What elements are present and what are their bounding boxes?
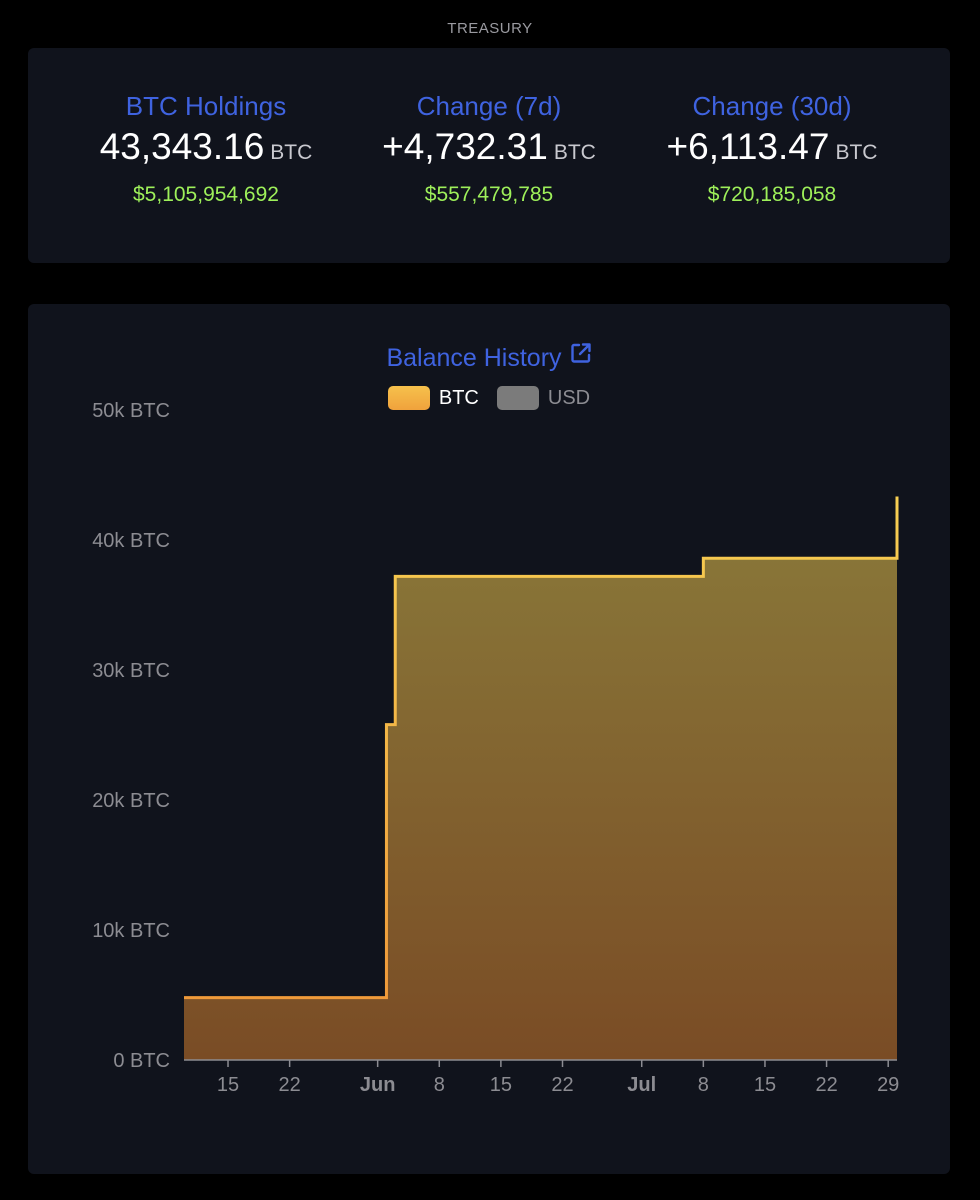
x-tick-label: 15 [490,1074,512,1096]
chart-legend: BTC USD [28,384,950,412]
legend-label-btc: BTC [438,387,479,409]
stat-value: +6,113.47 [666,126,830,167]
stat-usd-value: $557,479,785 [424,183,554,206]
y-tick-label: 0 BTC [113,1050,170,1072]
btc-area-fill [184,496,897,1060]
x-tick-label: 15 [217,1074,239,1096]
stat-label: BTC Holdings [125,91,287,121]
y-tick-label: 10k BTC [92,920,170,942]
y-tick-label: 30k BTC [92,660,170,682]
x-tick-label: 15 [754,1074,776,1096]
x-tick-label: 8 [698,1074,709,1096]
x-tick-label: Jun [360,1074,396,1096]
y-tick-label: 20k BTC [92,790,170,812]
chart-title-link[interactable]: Balance History [28,342,950,374]
x-tick-label: Jul [627,1074,656,1096]
stat-usd-value: $5,105,954,692 [133,183,279,206]
x-tick-label: 22 [551,1074,573,1096]
stats-card: BTC Holdings 43,343.16 BTC $5,105,954,692… [28,48,950,263]
legend-swatch-usd [496,386,539,410]
stat-unit: BTC [553,141,596,164]
external-link-icon[interactable] [570,340,592,372]
stat-unit: BTC [270,141,313,164]
stat-value: +4,732.31 [382,126,548,167]
stat-unit: BTC [835,141,878,164]
x-tick-label: 22 [279,1074,301,1096]
x-tick-label: 29 [877,1074,899,1096]
btc-series-line[interactable] [184,496,899,1000]
chart-card: 0 BTC 10k BTC 20k BTC 30k BTC 40k BTC 50k BTC… [28,304,950,1174]
stat-value: 43,343.16 [99,126,265,167]
section-title: TREASURY [447,20,533,37]
legend-item-btc[interactable]: BTC [387,384,479,412]
y-tick-label: 40k BTC [92,530,170,552]
legend-item-usd[interactable]: USD [496,384,591,412]
x-tick-label: 8 [434,1074,445,1096]
y-tick-label: 50k BTC [92,400,170,422]
chart-title: Balance History [386,344,562,372]
stat-label: Change (30d) [692,91,852,121]
x-tick-label: 22 [815,1074,837,1096]
stat-usd-value: $720,185,058 [707,183,837,206]
stat-change-30d: Change (30d) +6,113.47 BTC $720,185,058 [622,90,922,208]
balance-history-chart: 0 BTC 10k BTC 20k BTC 30k BTC 40k BTC 50k BTC… [92,400,899,1096]
stat-change-7d: Change (7d) +4,732.31 BTC $557,479,785 [339,90,639,208]
legend-swatch-btc [387,386,430,410]
legend-label-usd: USD [547,387,591,409]
stat-label: Change (7d) [416,91,562,121]
stat-btc-holdings: BTC Holdings 43,343.16 BTC $5,105,954,692 [56,90,356,208]
